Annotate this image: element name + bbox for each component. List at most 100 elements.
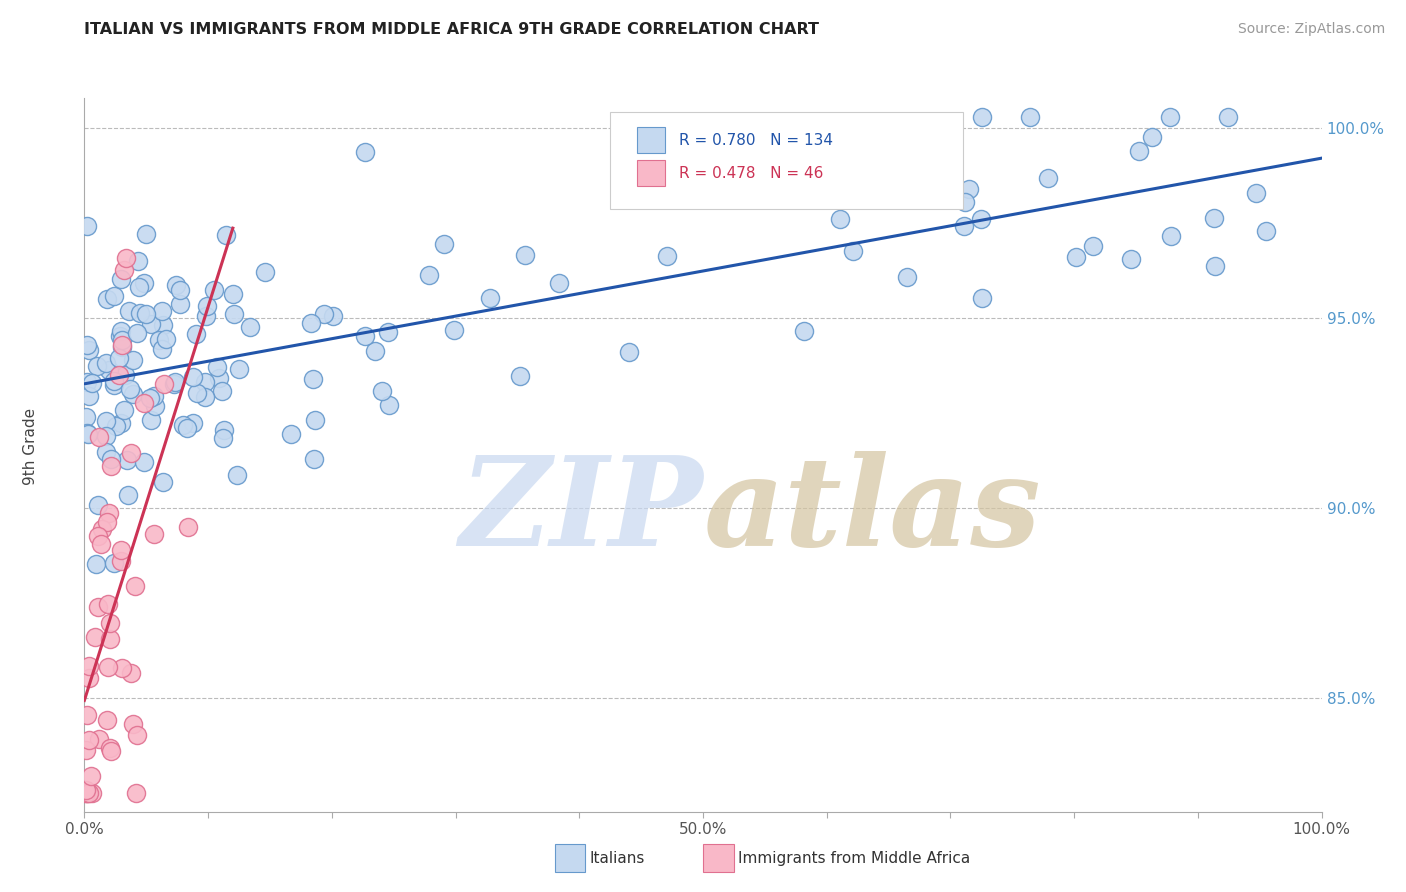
Point bbox=[150, 342, 173, 356]
Point bbox=[110, 328, 132, 343]
Point bbox=[955, 194, 977, 209]
Point bbox=[84, 557, 107, 571]
Text: Source: ZipAtlas.com: Source: ZipAtlas.com bbox=[1237, 22, 1385, 37]
Point bbox=[110, 543, 132, 558]
Point bbox=[969, 212, 991, 227]
Point bbox=[176, 420, 198, 434]
Point bbox=[169, 283, 191, 297]
Point bbox=[1159, 110, 1181, 124]
Point bbox=[122, 352, 145, 367]
Point bbox=[302, 451, 325, 466]
Point bbox=[77, 671, 100, 685]
Point bbox=[1036, 170, 1059, 185]
Point bbox=[181, 416, 204, 430]
Point bbox=[254, 265, 277, 279]
Point bbox=[207, 360, 229, 375]
Point bbox=[169, 297, 191, 311]
Point bbox=[103, 378, 125, 392]
Point bbox=[1204, 211, 1226, 226]
Point bbox=[111, 661, 134, 675]
Text: R = 0.478   N = 46: R = 0.478 N = 46 bbox=[679, 166, 824, 180]
Point bbox=[120, 665, 142, 680]
Point bbox=[90, 536, 112, 550]
Point bbox=[135, 227, 157, 241]
Point bbox=[953, 219, 976, 233]
Text: Italians: Italians bbox=[589, 851, 644, 865]
Point bbox=[1244, 186, 1267, 200]
Point bbox=[194, 310, 217, 324]
Point bbox=[122, 716, 145, 731]
Point bbox=[103, 289, 125, 303]
Point bbox=[194, 390, 217, 404]
Point bbox=[86, 600, 108, 615]
Point bbox=[76, 708, 98, 723]
Point bbox=[211, 431, 233, 445]
Point bbox=[208, 370, 231, 384]
Point bbox=[75, 786, 97, 800]
Point bbox=[96, 597, 118, 611]
Point bbox=[377, 398, 399, 412]
Point bbox=[239, 319, 262, 334]
Point bbox=[77, 427, 100, 442]
Point bbox=[100, 744, 122, 758]
Point bbox=[87, 499, 110, 513]
Point bbox=[94, 445, 117, 459]
Point bbox=[1140, 129, 1163, 144]
Point bbox=[165, 277, 187, 292]
Point bbox=[172, 417, 194, 432]
Point bbox=[299, 317, 322, 331]
Point bbox=[322, 310, 344, 324]
Point bbox=[211, 384, 233, 398]
Point bbox=[128, 280, 150, 294]
Point bbox=[76, 219, 98, 233]
Point bbox=[842, 244, 865, 258]
Point bbox=[433, 237, 456, 252]
Point bbox=[118, 382, 141, 396]
Point bbox=[76, 338, 98, 352]
Point bbox=[96, 515, 118, 529]
Point bbox=[890, 125, 912, 139]
Point bbox=[1204, 259, 1226, 273]
Bar bbox=[703, 844, 734, 872]
Point bbox=[194, 375, 217, 389]
Point bbox=[141, 317, 163, 331]
Point bbox=[214, 423, 236, 437]
Point bbox=[98, 740, 121, 755]
Point bbox=[228, 362, 250, 376]
Point bbox=[98, 506, 121, 520]
Point bbox=[75, 743, 97, 757]
Point bbox=[90, 522, 112, 536]
Point bbox=[479, 291, 502, 305]
Point bbox=[118, 304, 141, 318]
Point bbox=[195, 299, 218, 313]
Point bbox=[108, 368, 131, 383]
Point bbox=[548, 277, 571, 291]
Point bbox=[94, 414, 117, 428]
Point bbox=[125, 326, 148, 340]
Point bbox=[110, 417, 132, 431]
Point bbox=[97, 660, 120, 674]
Point bbox=[112, 262, 135, 277]
Bar bbox=[637, 128, 665, 153]
Point bbox=[77, 389, 100, 403]
Point bbox=[1216, 110, 1239, 124]
Point bbox=[82, 376, 104, 391]
Point bbox=[76, 375, 98, 389]
Point bbox=[75, 786, 97, 800]
Point bbox=[1064, 250, 1087, 264]
Point bbox=[202, 283, 225, 297]
Point bbox=[830, 211, 852, 226]
Point bbox=[111, 340, 134, 354]
Point bbox=[1254, 224, 1277, 238]
Point bbox=[127, 254, 149, 268]
Point bbox=[121, 387, 143, 401]
Point bbox=[152, 475, 174, 490]
Point bbox=[110, 324, 132, 338]
Point bbox=[96, 292, 118, 306]
Point bbox=[97, 363, 120, 377]
Point bbox=[100, 452, 122, 467]
Point bbox=[1081, 239, 1104, 253]
Point bbox=[148, 333, 170, 347]
Point bbox=[738, 191, 761, 205]
Point bbox=[103, 556, 125, 570]
